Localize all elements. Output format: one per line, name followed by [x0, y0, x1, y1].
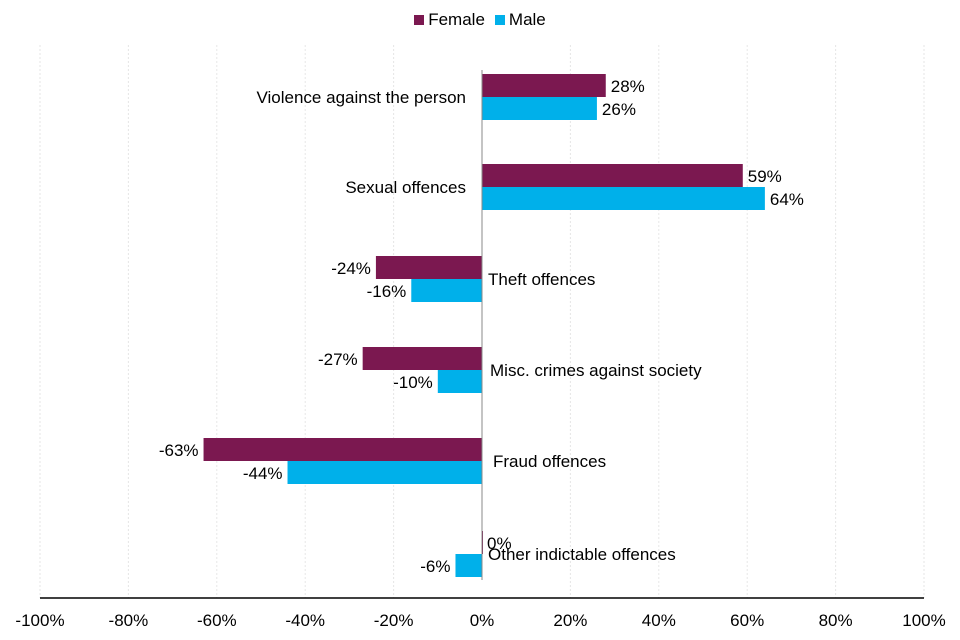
category-label: Other indictable offences [488, 545, 676, 564]
bar-male [482, 187, 765, 210]
bar-male [411, 279, 482, 302]
labels: 28% 26% Violence against the person 59% 64% S… [159, 77, 804, 576]
x-tick-label: -100% [15, 611, 64, 630]
bars [203, 74, 765, 577]
category-label: Misc. crimes against society [490, 361, 702, 380]
legend-label-female: Female [428, 10, 485, 29]
legend: Female Male [0, 10, 960, 30]
data-label-female: 59% [748, 167, 782, 186]
x-tick-label: 20% [553, 611, 587, 630]
legend-item-male[interactable]: Male [494, 10, 546, 30]
data-label-male: -16% [367, 282, 407, 301]
data-label-male: -10% [393, 373, 433, 392]
gridlines [39, 45, 925, 598]
data-label-female: -63% [159, 441, 199, 460]
data-label-female: 0% [487, 534, 512, 553]
data-label-female: -27% [318, 350, 358, 369]
bar-male [287, 461, 482, 484]
x-tick-label: 0% [470, 611, 495, 630]
x-tick-label: -20% [374, 611, 414, 630]
data-label-male: -6% [420, 557, 450, 576]
data-label-female: -24% [331, 259, 371, 278]
x-tick-label: -60% [197, 611, 237, 630]
legend-label-male: Male [508, 10, 546, 29]
x-tick-label: -80% [109, 611, 149, 630]
legend-swatch-female [414, 15, 425, 25]
legend-item-female[interactable]: Female [414, 10, 485, 30]
bar-male [455, 554, 482, 577]
x-tick-label: 60% [730, 611, 764, 630]
category-label: Sexual offences [345, 178, 466, 197]
x-tick-label: 80% [819, 611, 853, 630]
data-label-female: 28% [611, 77, 645, 96]
legend-swatch-male [494, 15, 505, 25]
category-label: Fraud offences [493, 452, 606, 471]
bar-female [482, 74, 606, 97]
x-tick-label: 40% [642, 611, 676, 630]
bar-female [203, 438, 483, 461]
bar-female [482, 164, 743, 187]
axes: -100% -80% -60% -40% -20% 0% 20% 40% 60% 80% 100% [15, 70, 946, 630]
data-label-male: 64% [770, 190, 804, 209]
category-label: Theft offences [488, 270, 595, 289]
bar-male [437, 370, 482, 393]
category-label: Violence against the person [256, 88, 466, 107]
bar-female [362, 347, 482, 370]
data-label-male: -44% [243, 464, 283, 483]
bar-female [375, 256, 482, 279]
data-label-male: 26% [602, 100, 636, 119]
x-tick-label: 100% [902, 611, 945, 630]
x-tick-label: -40% [285, 611, 325, 630]
bar-male [482, 97, 597, 120]
